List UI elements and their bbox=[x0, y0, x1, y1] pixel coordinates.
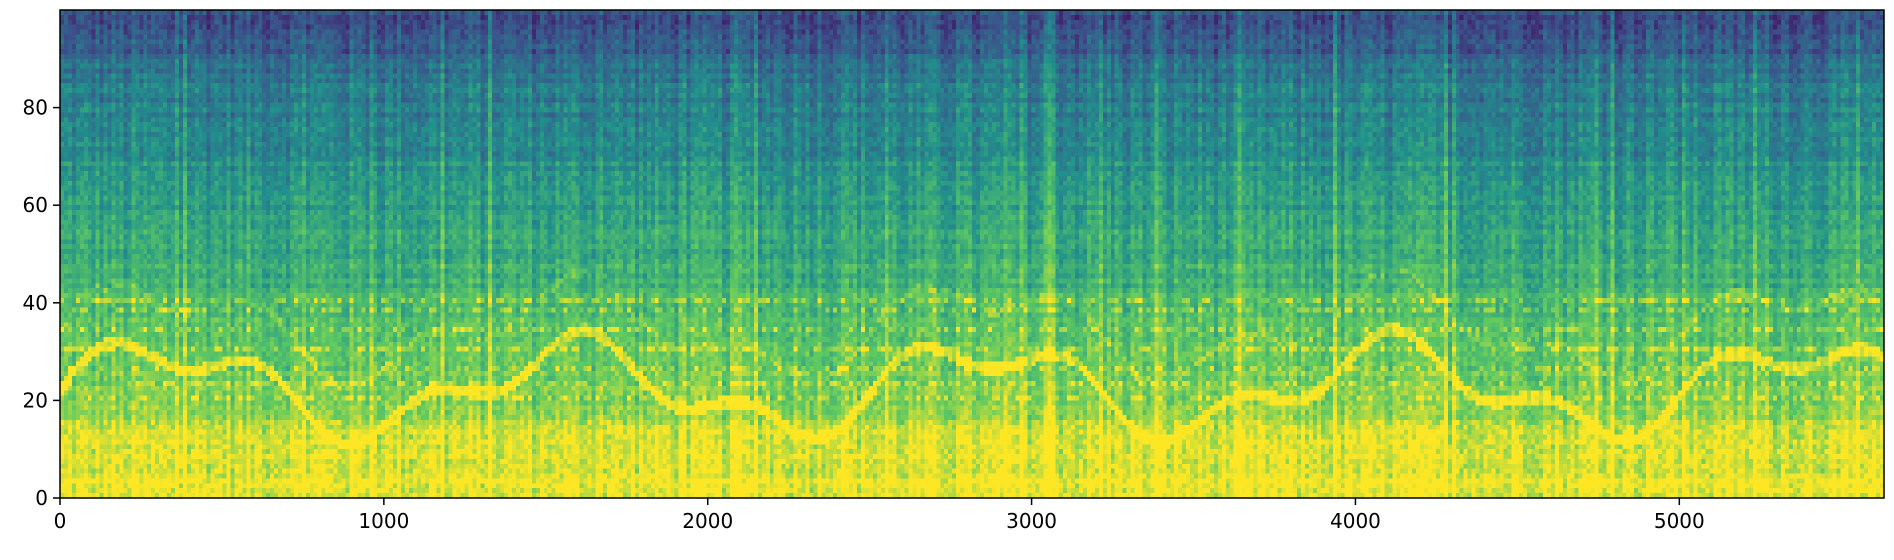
y-tick-label: 40 bbox=[23, 291, 48, 315]
y-tick-label: 80 bbox=[23, 96, 48, 120]
x-tick-label: 1000 bbox=[358, 509, 409, 533]
x-tick-label: 2000 bbox=[682, 509, 733, 533]
x-tick-label: 0 bbox=[54, 509, 67, 533]
x-tick-label: 4000 bbox=[1330, 509, 1381, 533]
heatmap-layer bbox=[60, 10, 1884, 498]
y-axis: 0 20 40 60 80 bbox=[23, 96, 60, 510]
spectrogram-image bbox=[60, 10, 1884, 498]
axes-frame bbox=[59, 9, 1885, 499]
x-tick-label: 3000 bbox=[1006, 509, 1057, 533]
x-tick-label: 5000 bbox=[1654, 509, 1705, 533]
y-tick-label: 20 bbox=[23, 388, 48, 412]
x-axis: 0 1000 2000 3000 4000 5000 bbox=[54, 498, 1705, 533]
y-tick-label: 0 bbox=[35, 486, 48, 510]
y-tick-label: 60 bbox=[23, 193, 48, 217]
